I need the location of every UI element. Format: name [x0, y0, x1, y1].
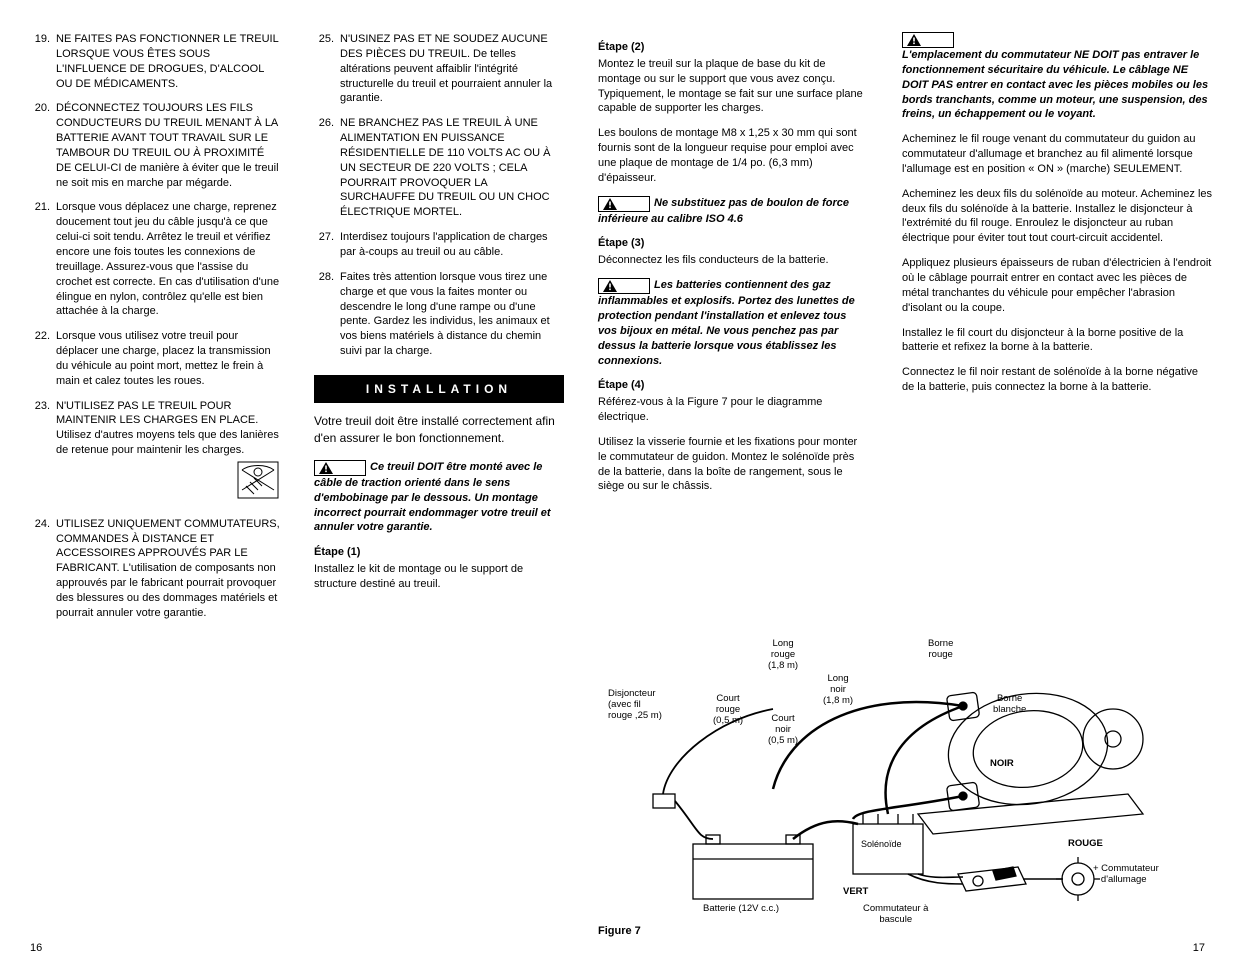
step-1-text: Installez le kit de montage ou le suppor… — [314, 562, 564, 592]
list-item: 25.N'USINEZ PAS ET NE SOUDEZ AUCUNE DES … — [314, 32, 564, 106]
wiring-para-3: Appliquez plusieurs épaisseurs de ruban … — [902, 256, 1212, 315]
wiring-para-5: Connectez le fil noir restant de solénoï… — [902, 365, 1212, 395]
list-item: 27.Interdisez toujours l'application de … — [314, 230, 564, 260]
wiring-para-4: Installez le fil court du disjoncteur à … — [902, 326, 1212, 356]
label-long-noir: Longnoir(1,8 m) — [823, 674, 853, 707]
step-2-text-b: Les boulons de montage M8 x 1,25 x 30 mm… — [598, 126, 868, 185]
column-3: Étape (2) Montez le treuil sur la plaque… — [598, 32, 868, 631]
step-4-heading: Étape (4) — [598, 378, 868, 393]
warning-icon — [902, 32, 954, 48]
step-3-text: Déconnectez les fils conducteurs de la b… — [598, 253, 868, 268]
wiring-para-2: Acheminez les deux fils du solénoïde au … — [902, 187, 1212, 246]
figure-7: Longrouge(1,8 m) Bornerouge Disjoncteur(… — [598, 639, 1212, 939]
label-vert: VERT — [843, 887, 868, 898]
list-item: 26.NE BRANCHEZ PAS LE TREUIL À UNE ALIME… — [314, 116, 564, 220]
step-4-text-b: Utilisez la visserie fournie et les fixa… — [598, 435, 868, 494]
step-3-heading: Étape (3) — [598, 236, 868, 251]
label-court-rouge: Courtrouge(0,5 m) — [713, 694, 743, 727]
warning-list-1: 19.NE FAITES PAS FONCTIONNER LE TREUIL L… — [30, 32, 280, 621]
list-item: 28.Faites très attention lorsque vous ti… — [314, 270, 564, 359]
column-1: 19.NE FAITES PAS FONCTIONNER LE TREUIL L… — [30, 32, 280, 631]
figure-caption: Figure 7 — [598, 924, 1212, 939]
list-item: 23.N'UTILISEZ PAS LE TREUIL POUR MAINTEN… — [30, 399, 280, 507]
list-item: 22.Lorsque vous utilisez votre treuil po… — [30, 329, 280, 388]
label-rouge: ROUGE — [1068, 839, 1103, 850]
warning-mounting: Ce treuil DOIT être monté avec le câble … — [314, 460, 564, 535]
label-borne-rouge: Bornerouge — [928, 639, 953, 661]
warning-switch-text: L'emplacement du commutateur NE DOIT pas… — [902, 48, 1212, 122]
column-4: L'emplacement du commutateur NE DOIT pas… — [902, 32, 1212, 631]
step-1-heading: Étape (1) — [314, 545, 564, 560]
warning-list-2: 25.N'USINEZ PAS ET NE SOUDEZ AUCUNE DES … — [314, 32, 564, 359]
wiring-para-1: Acheminez le fil rouge venant du commuta… — [902, 132, 1212, 177]
list-item: 24.UTILISEZ UNIQUEMENT COMMUTATEURS, COM… — [30, 517, 280, 621]
page-footer: 16 17 — [30, 941, 1205, 956]
list-item: 19.NE FAITES PAS FONCTIONNER LE TREUIL L… — [30, 32, 280, 91]
warning-icon — [598, 278, 650, 294]
list-item: 20.DÉCONNECTEZ TOUJOURS LES FILS CONDUCT… — [30, 101, 280, 190]
list-item: 21.Lorsque vous déplacez une charge, rep… — [30, 200, 280, 319]
warning-icon — [598, 196, 650, 212]
strap-illustration — [236, 460, 280, 505]
step-2-text-a: Montez le treuil sur la plaque de base d… — [598, 57, 868, 116]
label-commutateur-allumage: + Commutateur d'allumage — [1093, 864, 1159, 886]
column-2: 25.N'USINEZ PAS ET NE SOUDEZ AUCUNE DES … — [314, 32, 564, 631]
label-court-noir: Courtnoir(0,5 m) — [768, 714, 798, 747]
step-4-text-a: Référez-vous à la Figure 7 pour le diagr… — [598, 395, 868, 425]
label-batterie: Batterie (12V c.c.) — [703, 904, 779, 915]
warning-battery: Les batteries contiennent des gaz inflam… — [598, 278, 868, 368]
label-disjoncteur: Disjoncteur(avec filrouge ,25 m) — [608, 689, 662, 722]
warning-switch-placement — [902, 32, 1212, 48]
label-borne-blanche: Borneblanche — [993, 694, 1026, 716]
section-title-installation: INSTALLATION — [314, 375, 564, 403]
label-commutateur-bascule: Commutateur àbascule — [863, 904, 928, 926]
installation-intro: Votre treuil doit être installé correcte… — [314, 413, 564, 448]
label-solenoide: Solénoïde — [861, 839, 902, 849]
warning-icon — [314, 460, 366, 476]
page-number-left: 16 — [30, 941, 42, 956]
warning-bolt: Ne substituez pas de boulon de force inf… — [598, 196, 868, 227]
step-2-heading: Étape (2) — [598, 40, 868, 55]
label-noir: NOIR — [990, 759, 1014, 770]
page-number-right: 17 — [1193, 941, 1205, 956]
label-long-rouge: Longrouge(1,8 m) — [768, 639, 798, 672]
